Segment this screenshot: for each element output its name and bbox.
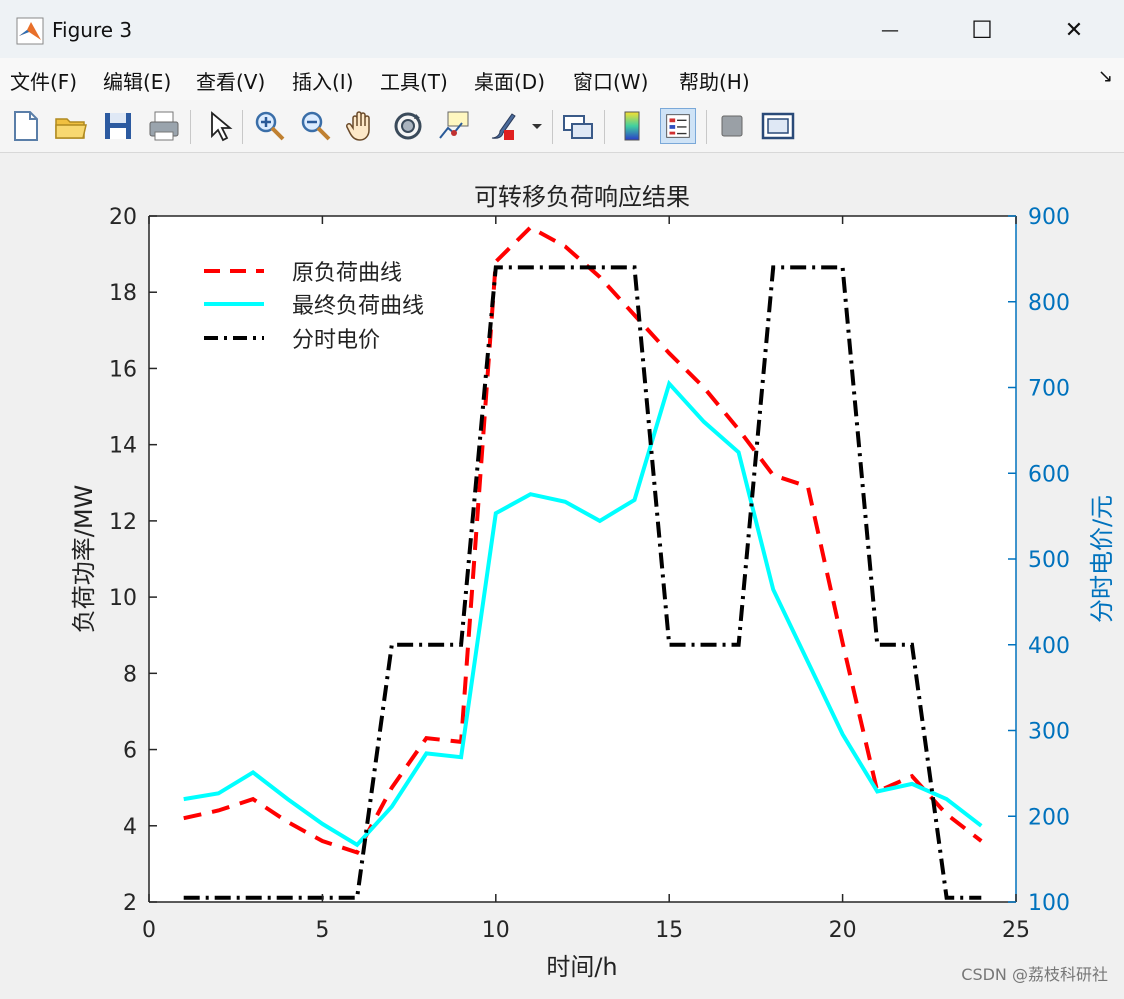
x-tick-label: 25 [1002,918,1030,943]
minimize-icon: — [881,19,899,41]
legend-label-original-load: 原负荷曲线 [292,261,402,286]
menu-edit[interactable]: 编辑(E) [103,70,172,94]
pan-hand-icon[interactable] [344,108,380,144]
print-icon[interactable] [146,108,182,144]
plot-area [149,216,1016,902]
x-tick-label: 15 [655,918,683,943]
y-left-tick-label: 16 [109,357,137,382]
brush-dropdown-chevron-icon[interactable] [528,108,546,144]
series-final-load-line [183,379,983,848]
y-left-tick-label: 8 [123,662,137,687]
menu-help[interactable]: 帮助(H) [679,70,750,94]
y-left-tick-label: 14 [109,434,137,459]
toolbar-separator [242,110,243,144]
watermark: CSDN @荔枝科研社 [961,965,1108,984]
close-icon: ✕ [1064,17,1084,43]
menu-bar: 文件(F) 编辑(E) 查看(V) 插入(I) 工具(T) 桌面(D) 窗口(W… [0,58,1124,100]
y-right-tick-label: 300 [1028,720,1070,745]
y-right-tick-label: 700 [1028,377,1070,402]
maximize-button[interactable]: ☐ [960,8,1004,52]
select-arrow-icon[interactable] [200,108,236,144]
series-tou-price-line [183,265,982,900]
toolbar-separator [604,110,605,144]
y-left-tick-label: 18 [109,281,137,306]
toolbar [0,100,1124,153]
link-plot-icon[interactable] [560,108,596,144]
y-axis-right-label: 分时电价/元 [1088,495,1116,623]
x-tick-label: 10 [482,918,510,943]
hide-plot-tools-icon[interactable] [714,108,750,144]
close-button[interactable]: ✕ [1052,8,1096,52]
x-tick-label: 0 [142,918,156,943]
zoom-out-icon[interactable] [298,108,334,144]
toolbar-separator [706,110,707,144]
x-tick-label: 5 [315,918,329,943]
y-right-tick-label: 500 [1028,548,1070,573]
legend-label-final-load: 最终负荷曲线 [292,294,424,319]
open-file-icon[interactable] [53,108,89,144]
x-tick-label: 20 [829,918,857,943]
new-figure-icon[interactable] [8,108,44,144]
y-right-tick-label: 100 [1028,891,1070,916]
legend-icon[interactable] [660,108,696,144]
y-right-tick-label: 900 [1028,205,1070,230]
ticks-layer: 0 5 10 15 20 25 2 4 6 8 10 12 14 16 18 20 100 200 300 400 50… [109,205,1070,943]
menu-view[interactable]: 查看(V) [196,70,266,94]
y-right-tick-label: 400 [1028,634,1070,659]
chart[interactable]: 0 5 10 15 20 25 2 4 6 8 10 12 14 16 18 20 100 200 300 400 50… [0,153,1124,995]
legend[interactable]: 原负荷曲线 最终负荷曲线 分时电价 [204,261,424,353]
figure-area: 0 5 10 15 20 25 2 4 6 8 10 12 14 16 18 20 100 200 300 400 50… [0,153,1124,995]
matlab-logo-icon [16,17,44,45]
x-axis-label: 时间/h [546,953,617,981]
save-icon[interactable] [100,108,136,144]
y-left-tick-label: 12 [109,510,137,535]
series-original-load-line [183,224,983,855]
toolbar-separator [190,110,191,144]
menu-insert[interactable]: 插入(I) [292,70,354,94]
y-left-tick-label: 4 [123,815,137,840]
y-left-tick-label: 6 [123,739,137,764]
colorbar-icon[interactable] [614,108,650,144]
data-cursor-icon[interactable] [436,108,472,144]
y-left-tick-label: 2 [123,891,137,916]
brush-icon[interactable] [484,108,520,144]
menu-file[interactable]: 文件(F) [10,70,78,94]
maximize-icon: ☐ [971,16,993,44]
minimize-button[interactable]: — [868,8,912,52]
title-bar: Figure 3 — ☐ ✕ [0,0,1124,58]
rotate-3d-icon[interactable] [390,108,426,144]
y-axis-left-label: 负荷功率/MW [70,485,98,634]
y-right-tick-label: 600 [1028,462,1070,487]
window-title: Figure 3 [52,18,133,42]
y-right-tick-label: 800 [1028,291,1070,316]
y-left-tick-label: 10 [109,586,137,611]
menu-window[interactable]: 窗口(W) [573,70,649,94]
show-plot-tools-icon[interactable] [760,108,796,144]
menu-tools[interactable]: 工具(T) [380,70,448,94]
toolbar-separator [552,110,553,144]
chart-title: 可转移负荷响应结果 [474,183,690,211]
zoom-in-icon[interactable] [252,108,288,144]
menu-desktop[interactable]: 桌面(D) [474,70,546,94]
dock-arrow-icon[interactable]: ↘ [1098,66,1114,87]
y-left-tick-label: 20 [109,205,137,230]
legend-label-tou-price: 分时电价 [292,328,380,353]
y-right-tick-label: 200 [1028,805,1070,830]
series-layer [183,224,983,900]
